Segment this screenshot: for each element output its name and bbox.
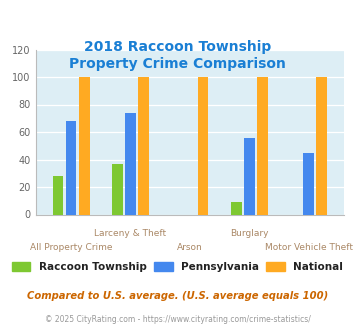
Text: Motor Vehicle Theft: Motor Vehicle Theft <box>265 243 353 251</box>
Bar <box>304 152 314 214</box>
Bar <box>66 121 76 214</box>
Bar <box>198 77 208 214</box>
Bar <box>257 77 268 214</box>
Bar <box>112 164 123 214</box>
Text: All Property Crime: All Property Crime <box>30 243 113 251</box>
Bar <box>125 113 136 214</box>
Text: 2018 Raccoon Township
Property Crime Comparison: 2018 Raccoon Township Property Crime Com… <box>69 40 286 71</box>
Text: Compared to U.S. average. (U.S. average equals 100): Compared to U.S. average. (U.S. average … <box>27 291 328 301</box>
Text: Larceny & Theft: Larceny & Theft <box>94 229 166 238</box>
Bar <box>231 202 242 215</box>
Bar <box>138 77 149 214</box>
Text: Burglary: Burglary <box>230 229 269 238</box>
Legend: Raccoon Township, Pennsylvania, National: Raccoon Township, Pennsylvania, National <box>7 258 348 276</box>
Bar <box>79 77 89 214</box>
Text: Arson: Arson <box>177 243 203 251</box>
Text: © 2025 CityRating.com - https://www.cityrating.com/crime-statistics/: © 2025 CityRating.com - https://www.city… <box>45 315 310 324</box>
Bar <box>53 176 64 214</box>
Bar <box>244 138 255 214</box>
Bar <box>316 77 327 214</box>
